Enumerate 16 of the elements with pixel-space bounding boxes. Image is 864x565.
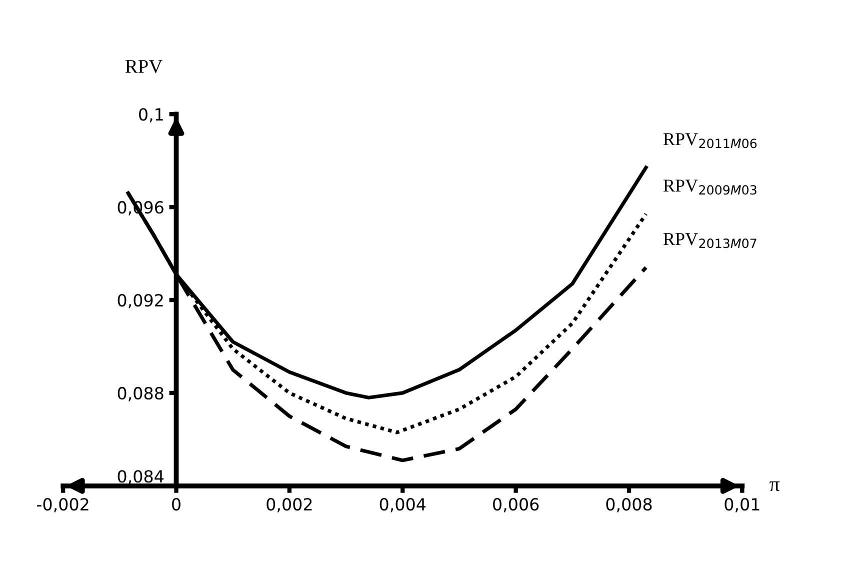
x-tick-label: 0,006 [493, 498, 539, 512]
y-tick-label: 0,1 [139, 108, 163, 122]
y-tick-label: 0,092 [118, 294, 163, 308]
x-tick-label: 0,002 [266, 498, 312, 512]
x-tick-label: 0 [172, 498, 180, 511]
series-label: RPV$_{2013M07}$ [663, 233, 756, 248]
series-label: RPV$_{2009M03}$ [663, 180, 756, 195]
x-tick-label: -0,002 [37, 498, 88, 512]
x-tick-label: 0,01 [724, 498, 760, 512]
x-axis-title: π [770, 481, 780, 492]
x-tick-label: 0,008 [606, 498, 652, 512]
y-axis-title: RPV [125, 60, 162, 74]
series-label: RPV$_{2011M06}$ [663, 133, 757, 148]
y-tick-label: 0,088 [118, 386, 164, 402]
y-tick-label: 0,084 [118, 470, 164, 484]
x-tick-label: 0,004 [380, 498, 426, 512]
